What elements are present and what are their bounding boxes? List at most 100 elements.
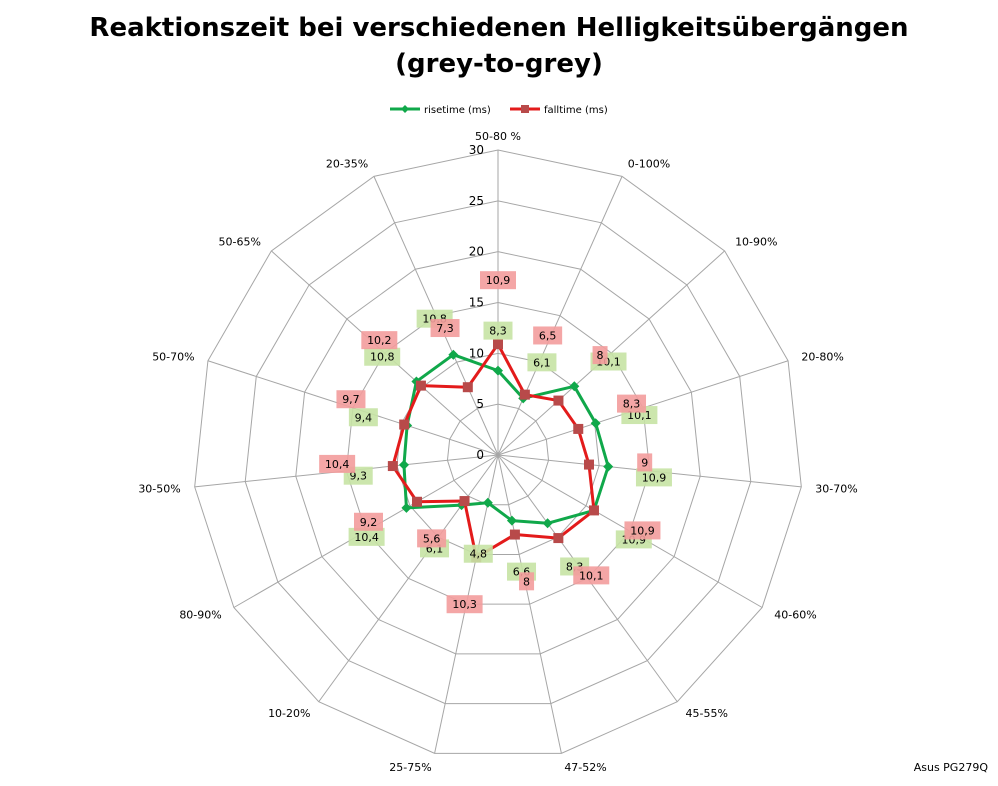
data-point <box>590 418 601 429</box>
category-label: 45-55% <box>686 707 728 720</box>
data-point <box>459 496 470 507</box>
svg-text:5,6: 5,6 <box>423 532 441 545</box>
data-point <box>569 381 580 392</box>
data-label: 8 <box>592 346 608 365</box>
data-label: 9,4 <box>348 408 378 427</box>
data-point <box>542 518 553 529</box>
data-label: 10,1 <box>573 566 610 585</box>
data-label: 8,3 <box>483 321 513 340</box>
data-label: 10,4 <box>319 454 356 473</box>
data-point <box>553 395 564 406</box>
tick-label: 30 <box>469 143 484 157</box>
data-label: 9 <box>637 453 653 472</box>
data-label: 10,9 <box>624 521 661 540</box>
data-label: 9,7 <box>336 390 366 409</box>
svg-text:8: 8 <box>523 575 530 588</box>
data-point <box>588 505 599 516</box>
data-label: 6,1 <box>527 353 557 372</box>
data-label: 8 <box>519 572 535 591</box>
data-label: 7,3 <box>430 319 460 338</box>
svg-text:9,4: 9,4 <box>355 411 373 424</box>
category-label: 10-90% <box>735 236 777 249</box>
svg-text:10,9: 10,9 <box>642 471 667 484</box>
svg-text:10,3: 10,3 <box>452 598 477 611</box>
svg-text:9: 9 <box>641 456 648 469</box>
category-label: 80-90% <box>179 609 221 622</box>
grid-ring-6 <box>194 149 802 754</box>
axis-ticks: 0 5 10 15 20 25 30 <box>469 143 484 462</box>
data-point <box>482 497 493 508</box>
svg-text:10,9: 10,9 <box>486 274 511 287</box>
data-label: 10,9 <box>480 271 516 290</box>
category-label: 10-20% <box>268 707 310 720</box>
data-point <box>519 389 530 400</box>
svg-text:8: 8 <box>597 349 604 362</box>
svg-text:10,4: 10,4 <box>354 531 379 544</box>
svg-text:10,8: 10,8 <box>370 351 395 364</box>
data-label: 10,4 <box>348 527 385 546</box>
tick-label: 0 <box>476 448 484 462</box>
legend-marker <box>401 105 409 113</box>
data-point <box>553 533 564 544</box>
data-point <box>398 459 409 470</box>
data-label: 10,2 <box>361 331 398 350</box>
data-point <box>415 380 426 391</box>
tick-label: 10 <box>469 346 484 360</box>
chart-title: Reaktionszeit bei verschiedenen Helligke… <box>0 10 998 82</box>
data-label: 9,2 <box>354 512 384 531</box>
data-label: 8,3 <box>617 394 647 413</box>
svg-text:8,3: 8,3 <box>623 398 641 411</box>
category-label: 30-70% <box>815 482 857 495</box>
series-line-0 <box>402 353 610 525</box>
data-point <box>573 423 584 434</box>
category-labels: 50-80 % 0-100% 10-90% 20-80% 30-70% 40-60% 45-… <box>138 130 857 774</box>
data-point <box>603 461 614 472</box>
data-label: 10,8 <box>364 347 401 366</box>
category-label: 40-60% <box>774 609 816 622</box>
watermark-text: Asus PG279Q <box>913 761 988 774</box>
tick-label: 5 <box>476 397 484 411</box>
data-point <box>583 459 594 470</box>
svg-text:9,3: 9,3 <box>349 470 367 483</box>
grid-spoke-9 <box>318 454 499 703</box>
data-label: 6,5 <box>533 326 563 345</box>
data-label: 4,8 <box>463 544 493 563</box>
data-point <box>399 419 410 430</box>
data-point <box>401 502 412 513</box>
grid-ring-4 <box>295 251 701 655</box>
data-labels: 8,36,110,110,110,910,98,36,64,86,110,49,… <box>319 271 672 614</box>
svg-text:9,7: 9,7 <box>342 393 360 406</box>
data-point <box>462 382 473 393</box>
category-label: 47-52% <box>564 761 606 774</box>
legend: risetime (ms) falltime (ms) <box>390 105 608 116</box>
grid-ring-5 <box>244 200 752 705</box>
tick-label: 20 <box>469 245 484 259</box>
data-point <box>509 529 520 540</box>
grid-spoke-7 <box>497 454 562 754</box>
legend-marker <box>521 105 529 113</box>
radar-grid <box>194 149 802 754</box>
series-lines <box>387 339 614 563</box>
title-line-2: (grey-to-grey) <box>395 49 603 79</box>
category-label: 20-80% <box>801 350 843 363</box>
svg-text:10,2: 10,2 <box>367 334 392 347</box>
svg-text:10,4: 10,4 <box>325 458 350 471</box>
grid-spoke-1 <box>497 176 623 456</box>
legend-label: risetime (ms) <box>424 105 491 116</box>
category-label: 20-35% <box>326 158 368 171</box>
data-label: 10,9 <box>635 468 672 487</box>
data-point <box>387 461 398 472</box>
tick-label: 15 <box>469 296 484 310</box>
svg-text:6,1: 6,1 <box>533 356 551 369</box>
grid-ring-3 <box>345 301 651 605</box>
svg-text:4,8: 4,8 <box>470 548 488 561</box>
category-label: 50-80 % <box>475 130 521 143</box>
data-point <box>493 339 503 350</box>
data-label: 5,6 <box>417 529 447 548</box>
data-point <box>506 515 517 526</box>
data-label: 10,3 <box>446 595 483 614</box>
svg-text:10,1: 10,1 <box>579 569 604 582</box>
legend-label: falltime (ms) <box>544 105 608 116</box>
svg-text:9,2: 9,2 <box>360 516 378 529</box>
